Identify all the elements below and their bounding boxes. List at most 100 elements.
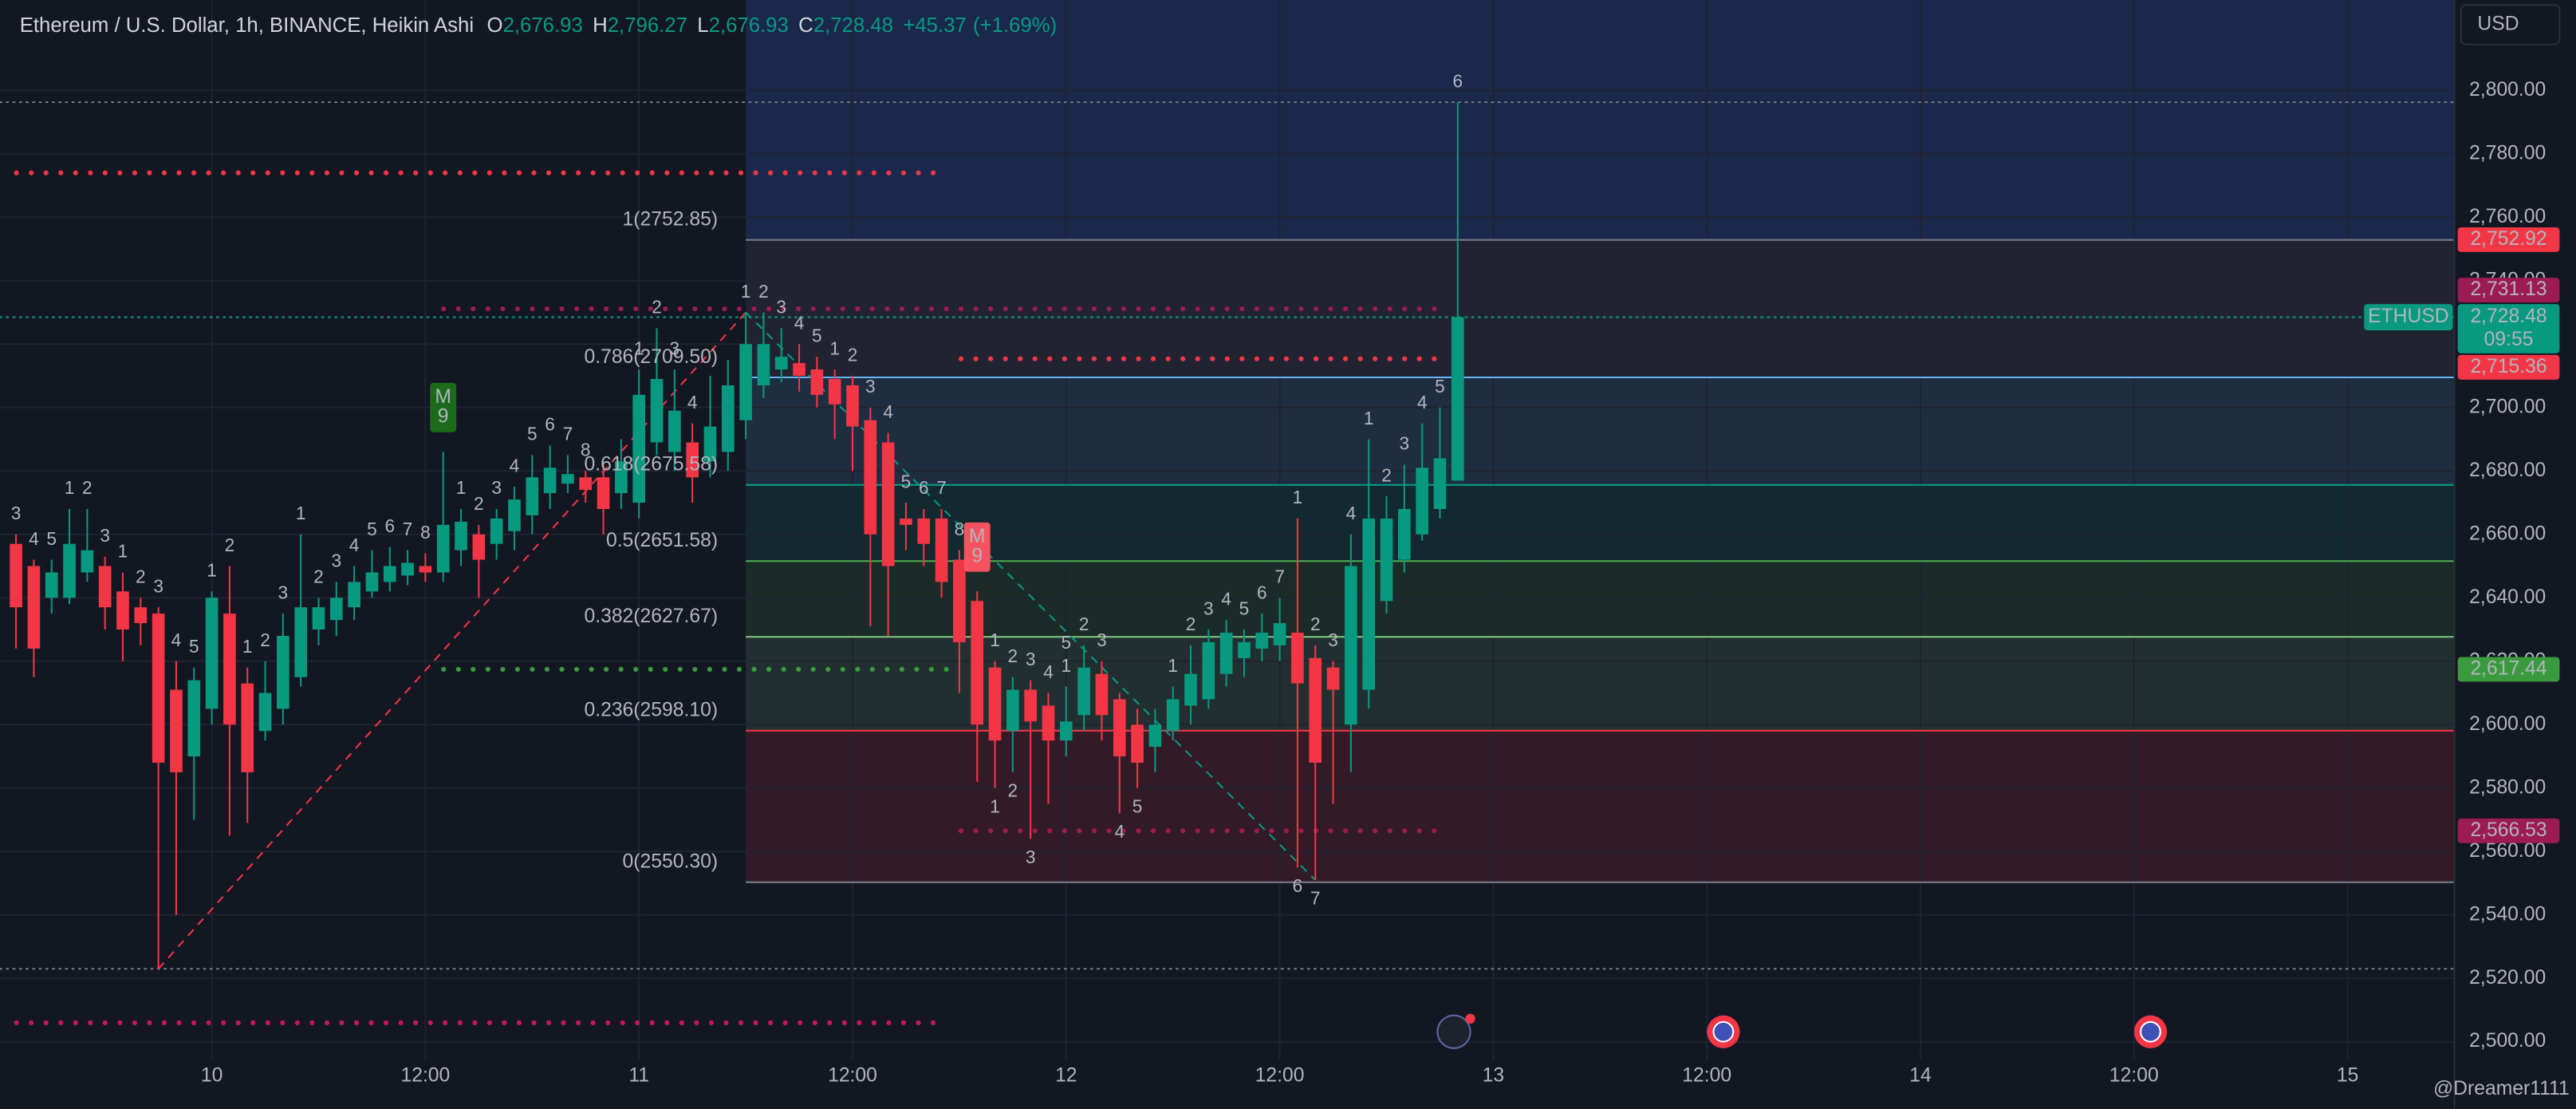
fib-zone <box>746 484 2455 562</box>
td-count: 2 <box>652 297 662 318</box>
change: +45.37 <box>903 14 966 37</box>
td-count: 4 <box>1114 821 1125 842</box>
event-flag <box>2140 1020 2161 1043</box>
td-count: 2 <box>1079 614 1089 634</box>
ohlc-value: 2,728.48 <box>813 14 893 37</box>
td-count: 6 <box>1293 875 1303 896</box>
price-badge <box>2457 657 2560 682</box>
ohlc-key: O <box>487 14 503 37</box>
candle-body <box>935 518 948 582</box>
candle-body <box>774 357 788 370</box>
candle-body <box>258 693 272 732</box>
currency[interactable]: USD <box>2477 13 2519 34</box>
price-badge-label: 2,752.92 <box>2470 228 2546 250</box>
candle-body <box>828 378 841 405</box>
price-badge <box>2457 818 2560 843</box>
candle-body <box>205 598 219 709</box>
setup-badge <box>963 522 991 572</box>
candle-body <box>348 582 360 608</box>
candle-body <box>472 534 486 560</box>
candle-body <box>686 442 699 478</box>
candle-body <box>579 477 593 491</box>
td-count: 3 <box>1026 649 1036 669</box>
td-count: 2 <box>313 566 324 587</box>
candle-body <box>597 477 610 509</box>
candle-body <box>383 566 396 582</box>
candle-body <box>187 680 201 756</box>
td-count: 2 <box>136 566 146 587</box>
td-count: 2 <box>82 477 93 498</box>
badge-letter: M <box>435 386 451 408</box>
fib-zone <box>746 637 2455 731</box>
td-count: 7 <box>1274 566 1285 587</box>
td-count: 1 <box>990 629 1000 650</box>
candle-body <box>1238 641 1251 658</box>
candle-body <box>1291 632 1304 684</box>
candle-body <box>526 477 539 515</box>
symbol-label: ETHUSD <box>2368 306 2449 327</box>
candle-body <box>152 614 165 763</box>
fib-zone <box>746 377 2455 485</box>
candle-body <box>45 572 58 598</box>
candle-body <box>757 344 770 385</box>
td-count: 4 <box>1346 503 1357 523</box>
candle-body <box>294 607 307 677</box>
countdown: 09:55 <box>2484 329 2534 350</box>
candle-body <box>1077 667 1090 716</box>
candle-body <box>1113 699 1126 756</box>
candle-body <box>1255 632 1269 649</box>
candle-body <box>561 474 574 484</box>
candle-body <box>881 442 895 566</box>
y-tick-label: 2,680.00 <box>2469 460 2546 481</box>
candle-body <box>1095 673 1109 716</box>
candle-body <box>1451 317 1464 481</box>
td-count: 1 <box>1364 408 1374 428</box>
fib-label: 0.236(2598.10) <box>584 700 718 721</box>
candle-body <box>419 566 432 573</box>
y-tick-label: 2,540.00 <box>2469 903 2546 925</box>
event-flag <box>1712 1020 1735 1043</box>
candle-body <box>632 394 646 503</box>
event-icons <box>1436 1013 2168 1049</box>
y-tick-label: 2,660.00 <box>2469 523 2546 544</box>
event-icon[interactable] <box>1436 1014 1471 1049</box>
x-tick-label: 13 <box>1483 1064 1504 1086</box>
candle-body <box>917 518 931 544</box>
candle-body <box>650 378 664 443</box>
candle-body <box>27 566 41 649</box>
td-count: 2 <box>848 344 858 365</box>
candle-body <box>241 683 254 772</box>
x-tick-label: 12:00 <box>400 1064 450 1086</box>
td-count: 1 <box>1168 655 1178 676</box>
currency-button[interactable] <box>2460 4 2561 45</box>
y-tick-label: 2,560.00 <box>2469 840 2546 862</box>
td-count: 1 <box>65 477 75 498</box>
current-price: 2,728.48 <box>2470 306 2546 327</box>
candle-body <box>1326 667 1340 690</box>
y-tick-label: 2,640.00 <box>2469 586 2546 608</box>
ohlc-key: L <box>697 14 708 37</box>
td-count: 3 <box>491 477 502 498</box>
symbol-title: Ethereum / U.S. Dollar, 1h, BINANCE, Hei… <box>20 14 474 37</box>
td-count: 3 <box>670 337 680 358</box>
td-count: 3 <box>100 525 110 546</box>
candle-body <box>971 601 984 725</box>
td-count: 2 <box>1008 645 1018 666</box>
candle-body <box>1166 699 1180 732</box>
td-count: 9 <box>971 546 983 567</box>
td-count: 6 <box>384 515 395 536</box>
td-count: 1 <box>118 541 128 562</box>
upper-zone <box>746 0 2455 240</box>
candles <box>10 102 1464 969</box>
td-count: 5 <box>367 519 377 539</box>
y-tick-label: 2,580.00 <box>2469 776 2546 798</box>
candle-body <box>223 614 236 725</box>
candle-body <box>810 369 824 395</box>
fib-label: 0.618(2675.58) <box>584 454 718 476</box>
td-count: 3 <box>776 297 786 318</box>
td-count: 1 <box>1293 487 1303 507</box>
price-badge-label: 2,731.13 <box>2470 278 2546 300</box>
y-tick-label: 2,600.00 <box>2469 713 2546 735</box>
td-count: 5 <box>527 424 538 444</box>
